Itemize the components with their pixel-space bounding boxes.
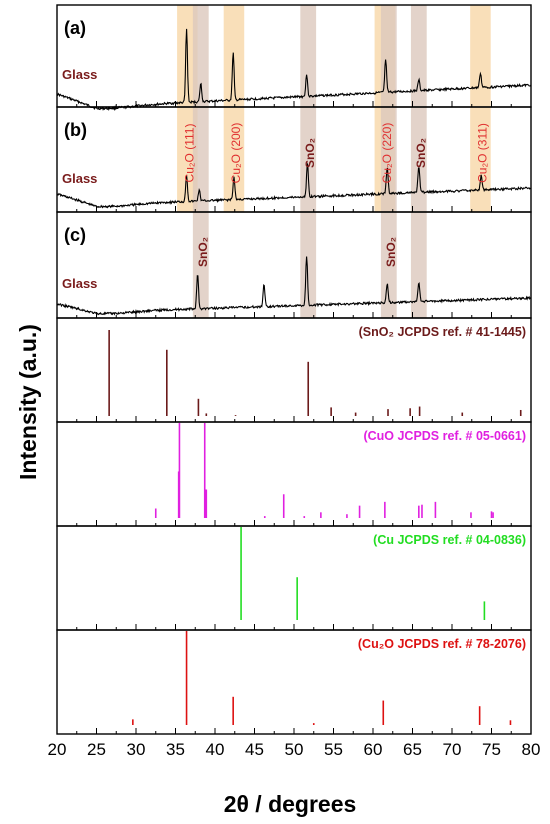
x-tick-label-70: 70	[443, 740, 462, 759]
highlight-band-a-7	[470, 5, 491, 107]
x-tick-label-20: 20	[48, 740, 67, 759]
peak-label-b-2: Cu₂O (200)	[229, 123, 243, 184]
x-tick-label-25: 25	[87, 740, 106, 759]
x-axis-label: 2θ / degrees	[224, 791, 357, 817]
xrd-trace-c	[56, 256, 532, 316]
xrd-trace-b	[56, 163, 532, 209]
highlight-band-b-2	[223, 107, 245, 212]
substrate-label-b: Glass	[62, 171, 97, 186]
x-tick-label-45: 45	[245, 740, 264, 759]
panel-tag-a: (a)	[64, 18, 86, 38]
x-tick-label-75: 75	[482, 740, 501, 759]
highlight-band-a-5	[380, 5, 397, 107]
peak-label-b-7: Cu₂O (311)	[475, 123, 489, 183]
peak-label-c-2: SnO₂	[384, 237, 398, 267]
highlight-band-b-0	[177, 107, 198, 212]
peak-label-b-4: Cu₂O (220)	[380, 123, 394, 184]
x-tick-label-60: 60	[364, 740, 383, 759]
x-tick-label-35: 35	[166, 740, 185, 759]
highlight-bands	[177, 5, 491, 318]
reference-label-cuo: (CuO JCPDS ref. # 05-0661)	[363, 429, 526, 443]
panel-tag-b: (b)	[64, 120, 87, 140]
x-tick-label-65: 65	[403, 740, 422, 759]
highlight-band-a-1	[192, 5, 209, 107]
reference-label-cu: (Cu JCPDS ref. # 04-0836)	[373, 533, 526, 547]
panel-frame-0	[56, 4, 532, 108]
highlight-band-b-3	[300, 107, 317, 212]
xrd-trace-a	[56, 28, 532, 112]
labels: (a) Glass Cu₂O (111) Cu₂O (200) SnO₂ Cu₂O (22…	[48, 18, 541, 759]
substrate-label-c: Glass	[62, 276, 97, 291]
traces	[56, 28, 532, 725]
peak-label-b-3: SnO₂	[303, 138, 317, 168]
highlight-band-b-5	[380, 107, 397, 212]
highlight-band-b-1	[192, 107, 209, 212]
reference-label-cu2o: (Cu₂O JCPDS ref. # 78-2076)	[358, 637, 526, 651]
x-tick-label-40: 40	[206, 740, 225, 759]
highlight-band-a-6	[410, 5, 427, 107]
peak-label-c-0: SnO₂	[196, 237, 210, 267]
highlight-band-c-1	[300, 212, 317, 318]
highlight-band-a-3	[300, 5, 317, 107]
panel-frame-1	[56, 106, 532, 213]
panel-tag-c: (c)	[64, 225, 86, 245]
reference-label-sno2: (SnO₂ JCPDS ref. # 41-1445)	[359, 325, 526, 339]
x-tick-label-80: 80	[522, 740, 541, 759]
x-tick-label-30: 30	[127, 740, 146, 759]
x-tick-label-50: 50	[285, 740, 304, 759]
panel-frame-2	[56, 211, 532, 319]
y-axis-label: Intensity (a.u.)	[15, 324, 41, 480]
highlight-band-c-2	[380, 212, 397, 318]
highlight-band-c-3	[410, 212, 427, 318]
panel-frames	[56, 4, 532, 735]
peak-label-b-6: SnO₂	[414, 138, 428, 168]
substrate-label-a: Glass	[62, 67, 97, 82]
highlight-band-b-6	[410, 107, 427, 212]
peak-label-b-0: Cu₂O (111)	[182, 124, 196, 183]
highlight-band-b-7	[470, 107, 491, 212]
x-tick-label-55: 55	[324, 740, 343, 759]
